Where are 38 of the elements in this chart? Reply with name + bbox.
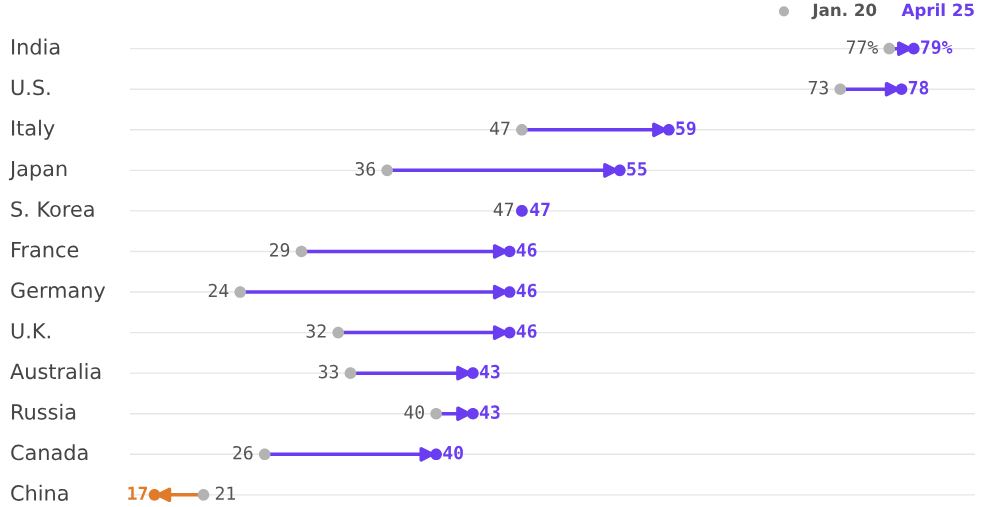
category-label: India bbox=[12, 38, 60, 55]
data-label: 43 bbox=[479, 405, 500, 419]
data-label: 40 bbox=[443, 445, 463, 460]
data-label: 47 bbox=[490, 121, 510, 135]
category-label: Japan bbox=[8, 160, 67, 181]
data-label: 47 bbox=[493, 202, 514, 216]
data-label: 26 bbox=[233, 445, 253, 460]
data-label: 17 bbox=[128, 486, 148, 500]
data-label: 73 bbox=[808, 80, 828, 95]
data-label: 46 bbox=[516, 243, 537, 257]
data-label: 36 bbox=[355, 161, 375, 176]
data-label: 59 bbox=[676, 121, 696, 136]
category-label: Russia bbox=[12, 403, 76, 420]
data-label: 78 bbox=[908, 80, 929, 95]
category-label: U.K. bbox=[11, 323, 50, 339]
data-label: 40 bbox=[404, 405, 424, 419]
data-label: 21 bbox=[215, 486, 236, 500]
category-label: S. Korea bbox=[11, 201, 94, 217]
category-label: Canada bbox=[11, 444, 88, 461]
data-label: 46 bbox=[516, 283, 537, 298]
legend-label: Jan. 20 bbox=[811, 3, 877, 20]
category-label: U.S. bbox=[11, 79, 50, 96]
category-label: France bbox=[12, 242, 79, 258]
data-label: 47 bbox=[530, 202, 550, 216]
data-label: 33 bbox=[318, 364, 339, 379]
data-label: 55 bbox=[627, 162, 647, 176]
data-label: 46 bbox=[516, 324, 537, 338]
data-label: 43 bbox=[479, 364, 500, 379]
data-label: 32 bbox=[306, 324, 326, 338]
data-label: 24 bbox=[208, 283, 229, 298]
data-label: 77% bbox=[846, 40, 878, 54]
data-label: 29 bbox=[270, 243, 290, 257]
data-label: 79% bbox=[921, 40, 953, 54]
category-label: Germany bbox=[11, 282, 106, 303]
legend-label: April 25 bbox=[901, 3, 974, 20]
category-label: Italy bbox=[12, 119, 55, 140]
category-label: Australia bbox=[10, 363, 101, 380]
category-label: China bbox=[11, 484, 68, 501]
